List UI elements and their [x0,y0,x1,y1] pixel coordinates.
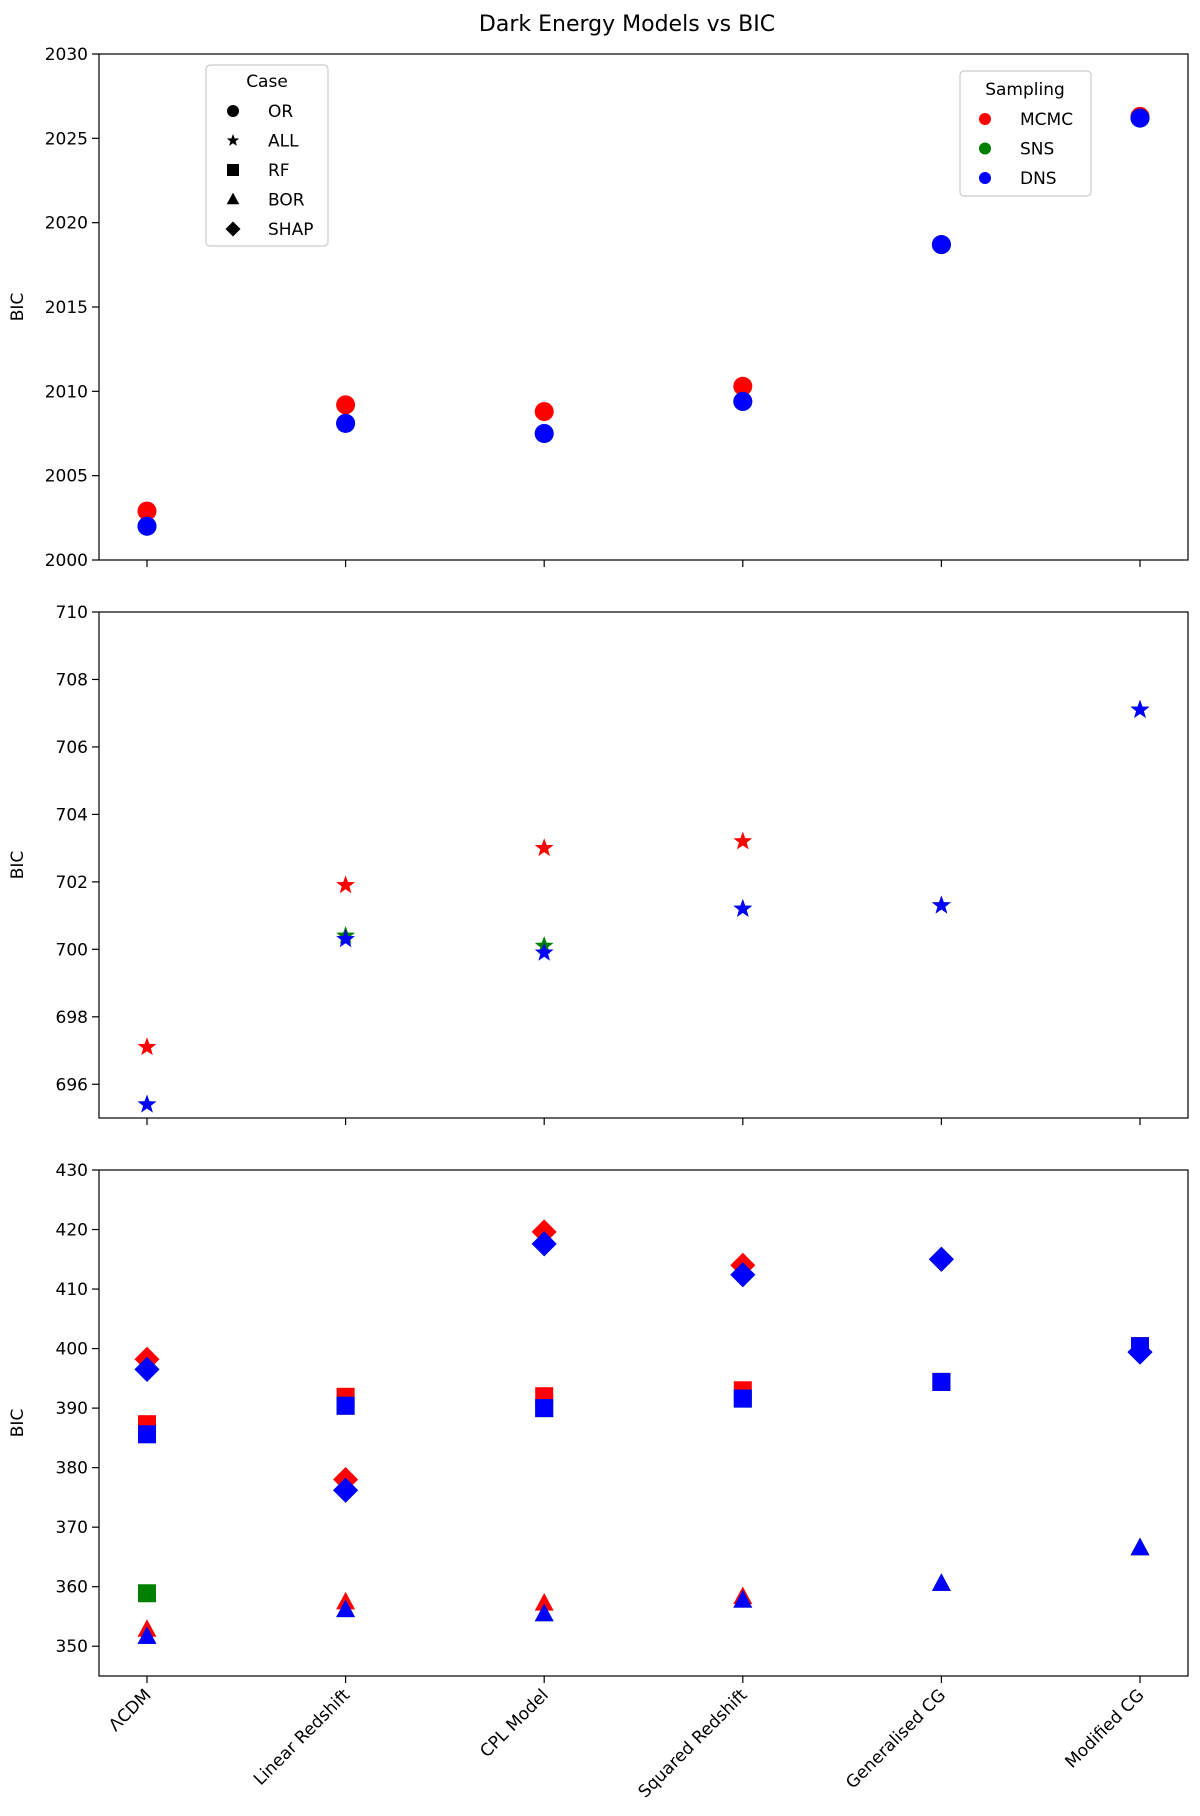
point-all-dns [1130,699,1150,718]
y-tick-label: 390 [56,1399,88,1419]
legend-sampling-label: DNS [1020,169,1057,189]
legend-case-label: OR [268,102,293,122]
point-rf-dns [535,1399,554,1418]
legend-sampling: Sampling MCMC SNS DNS [959,70,1092,197]
legend-sampling-label: SNS [1020,140,1054,160]
y-tick-label: 410 [56,1280,88,1300]
point-bor-dns [733,1590,753,1608]
legend-case: Case OR ALL RF BOR SHAP [205,64,329,247]
point-shap-dns [928,1246,954,1272]
y-tick-label: 708 [56,670,88,690]
y-tick-label: 360 [56,1578,88,1598]
point-bor-dns [534,1603,554,1622]
y-tick-label: 350 [56,1637,88,1657]
legend-case-marker-or [227,105,239,117]
point-all-mcmc [137,1037,157,1056]
point-all-dns [137,1094,157,1113]
point-or-dns [336,413,356,433]
y-tick-label: 380 [56,1459,88,1479]
legend-case-label: SHAP [268,220,313,240]
data-points [137,106,1150,536]
y-tick-label: 420 [56,1221,88,1241]
point-bor-dns [137,1626,157,1644]
legend-case-label: RF [268,161,290,181]
point-or-mcmc [534,402,554,422]
y-tick-label: 706 [56,738,88,758]
point-shap-dns [333,1477,359,1503]
y-tick-label: 2015 [45,298,88,318]
point-all-dns [733,898,753,917]
legend-sampling-title: Sampling [985,80,1065,100]
data-points [134,1219,1153,1644]
legend-sampling-marker-dns [979,172,991,184]
point-or-mcmc [733,376,753,396]
point-all-dns [336,929,356,948]
point-rf-dns [932,1372,951,1391]
plot-frame [98,53,1189,561]
point-or-dns [1130,108,1150,128]
plot-frame [98,1169,1189,1677]
y-tick-label: 696 [56,1075,88,1095]
legend-case-marker-all [226,133,240,146]
point-or-mcmc [137,501,157,521]
legend-case-marker-bor [226,192,240,205]
y-tick-label: 2000 [45,551,88,571]
y-tick-label: 2010 [45,382,88,402]
plot-frame [98,611,1189,1119]
point-all-mcmc [336,875,356,894]
point-or-dns [534,424,554,443]
y-tick-label: 2025 [45,129,88,149]
y-tick-label: 2030 [45,45,88,65]
point-rf-sns [138,1584,156,1603]
y-tick-label: 710 [56,603,88,623]
point-or-dns [931,235,951,255]
legend-case-title: Case [246,72,288,92]
data-points [137,699,1150,1113]
point-rf-dns [733,1389,752,1408]
legend-case-label: ALL [268,132,299,152]
legend-case-marker-rf [227,164,239,176]
y-tick-label: 698 [56,1008,88,1028]
y-tick-label: 2005 [45,467,88,487]
panel-1: 2000 2005 2010 2015 2020 2025 2030 BIC [8,45,1189,571]
y-axis-label: BIC [8,293,28,322]
point-shap-dns [730,1262,756,1288]
point-or-dns [733,391,753,411]
point-or-dns [137,516,157,536]
point-bor-dns [1130,1537,1150,1556]
legend-case-label: BOR [268,191,305,211]
y-tick-label: 400 [56,1340,88,1360]
y-tick-label: 700 [56,940,88,960]
point-rf-dns [1131,1337,1149,1356]
y-axis-label: BIC [8,1409,28,1438]
y-tick-label: 370 [56,1518,88,1538]
point-or-mcmc [336,395,356,415]
point-rf-dns [336,1396,355,1415]
point-bor-dns [336,1599,356,1618]
point-rf-dns [138,1425,156,1444]
legend-sampling-box [959,70,1092,197]
legend-case-marker-shap [225,221,241,237]
y-tick-label: 704 [56,805,88,825]
y-axis-label: BIC [8,851,28,880]
point-bor-mcmc [534,1593,554,1611]
point-all-mcmc [733,831,753,850]
legend-case-box [205,64,329,247]
point-all-mcmc [534,838,554,857]
point-shap-dns [531,1231,557,1257]
y-tick-label: 2020 [45,214,88,234]
point-all-dns [534,942,554,961]
legend-sampling-label: MCMC [1020,110,1073,130]
point-shap-dns [134,1356,160,1382]
legend-sampling-marker-mcmc [979,113,991,125]
panel-2: 696 698 700 702 704 706 708 710 BIC [8,603,1189,1125]
y-tick-label: 702 [56,873,88,893]
point-bor-dns [931,1573,951,1591]
chart-title: Dark Energy Models vs BIC [479,12,775,37]
y-tick-label: 430 [56,1161,88,1181]
legend-sampling-marker-sns [979,142,991,155]
point-all-dns [931,895,951,914]
